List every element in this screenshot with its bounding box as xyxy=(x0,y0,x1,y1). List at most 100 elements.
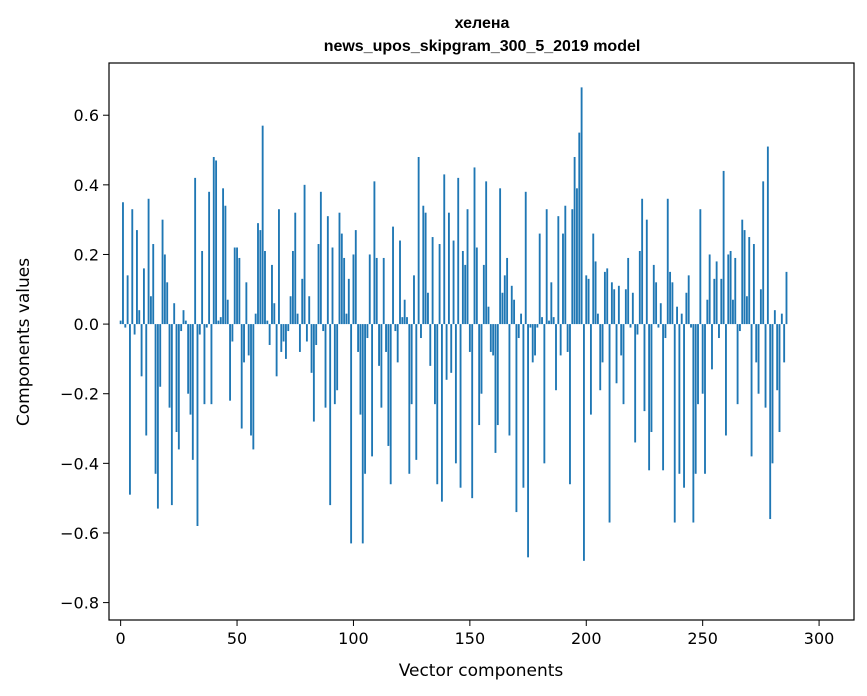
bar xyxy=(485,181,488,325)
bar xyxy=(268,324,271,345)
bar xyxy=(515,324,518,513)
bar xyxy=(697,324,699,405)
bar xyxy=(156,324,159,509)
bar xyxy=(317,244,320,325)
bar xyxy=(447,212,450,325)
bar xyxy=(182,310,185,325)
bar xyxy=(324,324,327,408)
bar xyxy=(231,324,234,342)
y-tick-label: 0.4 xyxy=(74,176,99,195)
bar xyxy=(257,223,259,325)
bar xyxy=(527,324,529,558)
bar xyxy=(380,324,383,408)
y-tick-label: −0.2 xyxy=(60,385,99,404)
bar xyxy=(759,289,762,325)
bar xyxy=(243,324,245,363)
bar xyxy=(701,324,704,394)
bar xyxy=(136,230,138,325)
bar xyxy=(177,324,180,450)
bar xyxy=(343,257,346,325)
bar xyxy=(396,324,399,363)
bar xyxy=(310,324,313,373)
bar xyxy=(170,324,173,506)
bar xyxy=(159,324,162,387)
bar xyxy=(152,244,155,325)
bar xyxy=(634,324,637,443)
bar xyxy=(694,324,697,474)
bar xyxy=(755,324,758,363)
bar xyxy=(417,156,420,325)
bar xyxy=(434,324,436,405)
bar xyxy=(692,324,695,523)
bar xyxy=(608,324,611,523)
bar xyxy=(429,324,432,366)
bar xyxy=(727,254,730,325)
bar xyxy=(331,247,334,325)
bar xyxy=(669,271,672,325)
bar xyxy=(315,324,318,345)
x-tick-label: 200 xyxy=(571,629,602,648)
bar xyxy=(599,324,602,391)
bar xyxy=(489,324,492,352)
bar xyxy=(387,324,390,446)
bar xyxy=(301,278,304,325)
bar xyxy=(440,324,443,502)
bar xyxy=(650,324,653,433)
y-tick-label: 0.2 xyxy=(74,245,99,264)
bar xyxy=(690,324,692,328)
bar xyxy=(250,324,252,436)
bar xyxy=(326,216,329,325)
bar xyxy=(506,257,509,325)
bar xyxy=(657,324,660,328)
y-tick-label: 0.6 xyxy=(74,106,99,125)
bars-group xyxy=(119,87,788,561)
bar xyxy=(466,209,469,325)
bar xyxy=(359,324,362,415)
bar xyxy=(229,324,231,401)
bar xyxy=(361,324,364,544)
bar xyxy=(585,275,588,325)
bar xyxy=(738,324,741,332)
bar xyxy=(541,317,543,325)
bar xyxy=(273,303,276,325)
bar xyxy=(550,282,553,325)
bar xyxy=(329,324,332,506)
x-tick-label: 150 xyxy=(455,629,486,648)
bar xyxy=(457,177,460,325)
x-axis: 0 50 100 150 200 250 300 xyxy=(116,620,834,648)
bar xyxy=(596,313,599,325)
bar xyxy=(529,324,532,328)
bar xyxy=(373,181,376,325)
bar xyxy=(606,268,609,325)
bar xyxy=(124,324,127,328)
bar xyxy=(210,324,213,405)
bar xyxy=(473,167,476,325)
bar xyxy=(722,170,725,325)
bar xyxy=(517,324,520,339)
bar xyxy=(745,296,748,325)
bar xyxy=(147,198,150,325)
bar xyxy=(354,230,357,325)
bar xyxy=(662,324,665,471)
bar xyxy=(452,240,455,325)
bar xyxy=(571,209,574,325)
bar xyxy=(531,324,534,363)
bar xyxy=(757,324,760,394)
bar xyxy=(385,324,387,352)
bar xyxy=(711,324,713,370)
bar xyxy=(203,324,206,405)
bar xyxy=(238,257,241,325)
bar xyxy=(617,285,620,325)
bar xyxy=(319,191,322,325)
bar xyxy=(287,324,290,332)
y-tick-label: −0.4 xyxy=(60,454,99,473)
bar xyxy=(706,299,709,325)
x-tick-label: 100 xyxy=(338,629,369,648)
bar xyxy=(461,250,464,325)
bar xyxy=(340,233,343,325)
bar xyxy=(413,275,415,325)
bar xyxy=(278,209,280,325)
bar xyxy=(496,324,499,426)
bar xyxy=(431,237,434,325)
bar xyxy=(375,257,378,325)
